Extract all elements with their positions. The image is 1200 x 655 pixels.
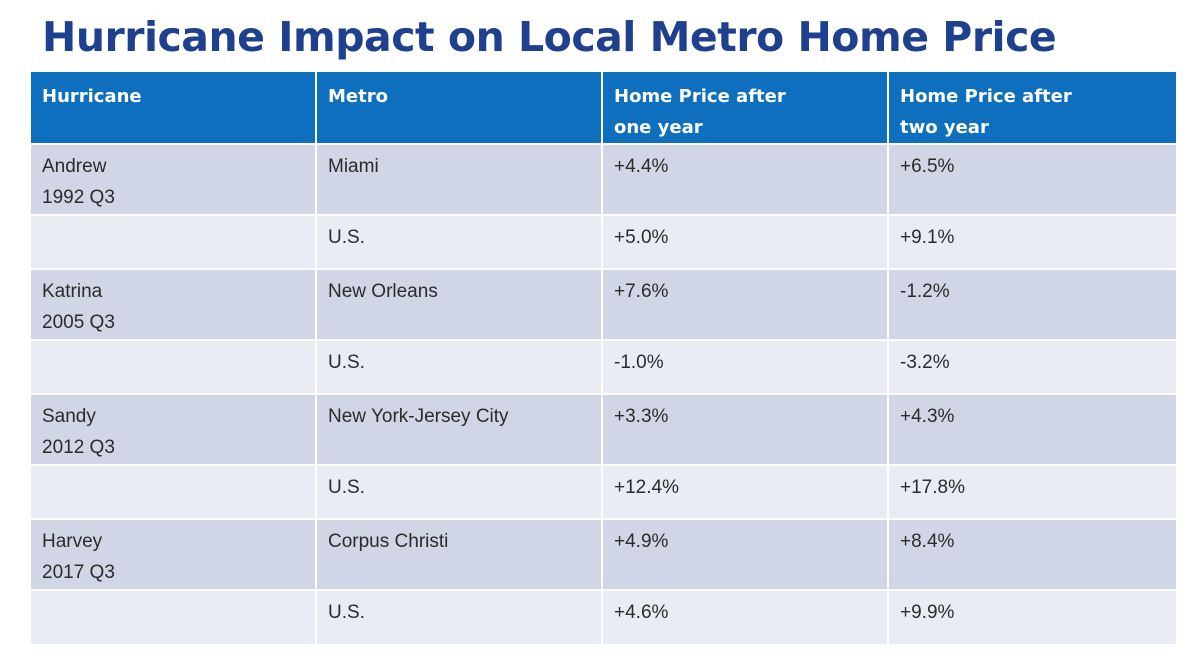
cell-two-year: +9.1%	[888, 214, 1176, 269]
cell-hurricane: Harvey 2017 Q3	[31, 518, 317, 590]
header-hurricane: Hurricane	[31, 72, 317, 144]
header-row: Hurricane Metro Home Price after one yea…	[31, 72, 1176, 144]
hurricane-price-table: Hurricane Metro Home Price after one yea…	[31, 72, 1176, 644]
cell-metro: Corpus Christi	[316, 518, 603, 590]
cell-one-year: +5.0%	[602, 214, 889, 269]
cell-metro: New Orleans	[316, 268, 603, 340]
cell-metro: New York-Jersey City	[316, 393, 603, 465]
cell-metro: U.S.	[316, 214, 603, 269]
cell-one-year: +12.4%	[602, 464, 889, 519]
table-row: Sandy 2012 Q3 New York-Jersey City +3.3%…	[31, 393, 1176, 465]
table-row: U.S. +12.4% +17.8%	[31, 464, 1176, 519]
cell-two-year: +9.9%	[888, 589, 1176, 644]
cell-one-year: +7.6%	[602, 268, 889, 340]
cell-one-year: +4.9%	[602, 518, 889, 590]
cell-two-year: +4.3%	[888, 393, 1176, 465]
table-row: U.S. +5.0% +9.1%	[31, 214, 1176, 269]
cell-two-year: +6.5%	[888, 143, 1176, 215]
cell-hurricane: Andrew 1992 Q3	[31, 143, 317, 215]
table-header: Hurricane Metro Home Price after one yea…	[31, 72, 1176, 144]
cell-hurricane: Sandy 2012 Q3	[31, 393, 317, 465]
header-one-year: Home Price after one year	[602, 72, 889, 144]
cell-hurricane	[31, 589, 317, 644]
header-two-year-line1: Home Price after	[900, 86, 1072, 107]
hurricane-period: 2012 Q3	[42, 437, 115, 458]
cell-hurricane	[31, 464, 317, 519]
table-row: Katrina 2005 Q3 New Orleans +7.6% -1.2%	[31, 268, 1176, 340]
page-title: Hurricane Impact on Local Metro Home Pri…	[42, 13, 1057, 61]
table-row: Andrew 1992 Q3 Miami +4.4% +6.5%	[31, 143, 1176, 215]
cell-one-year: +4.4%	[602, 143, 889, 215]
cell-metro: U.S.	[316, 464, 603, 519]
hurricane-name: Andrew	[42, 156, 107, 177]
cell-metro: U.S.	[316, 339, 603, 394]
cell-hurricane: Katrina 2005 Q3	[31, 268, 317, 340]
header-metro: Metro	[316, 72, 603, 144]
cell-hurricane	[31, 339, 317, 394]
table-row: U.S. -1.0% -3.2%	[31, 339, 1176, 394]
header-one-year-line2: one year	[614, 117, 703, 138]
cell-one-year: +3.3%	[602, 393, 889, 465]
cell-two-year: -3.2%	[888, 339, 1176, 394]
header-two-year-line2: two year	[900, 117, 989, 138]
header-two-year: Home Price after two year	[888, 72, 1176, 144]
hurricane-name: Harvey	[42, 531, 103, 552]
cell-metro: Miami	[316, 143, 603, 215]
cell-two-year: -1.2%	[888, 268, 1176, 340]
table-body: Andrew 1992 Q3 Miami +4.4% +6.5% U.S. +5…	[31, 143, 1176, 644]
cell-two-year: +8.4%	[888, 518, 1176, 590]
table-row: U.S. +4.6% +9.9%	[31, 589, 1176, 644]
hurricane-period: 1992 Q3	[42, 187, 115, 208]
cell-two-year: +17.8%	[888, 464, 1176, 519]
hurricane-name: Katrina	[42, 281, 103, 302]
header-one-year-line1: Home Price after	[614, 86, 786, 107]
cell-hurricane	[31, 214, 317, 269]
cell-one-year: -1.0%	[602, 339, 889, 394]
cell-metro: U.S.	[316, 589, 603, 644]
table-row: Harvey 2017 Q3 Corpus Christi +4.9% +8.4…	[31, 518, 1176, 590]
hurricane-period: 2017 Q3	[42, 562, 115, 583]
hurricane-period: 2005 Q3	[42, 312, 115, 333]
hurricane-name: Sandy	[42, 406, 96, 427]
cell-one-year: +4.6%	[602, 589, 889, 644]
